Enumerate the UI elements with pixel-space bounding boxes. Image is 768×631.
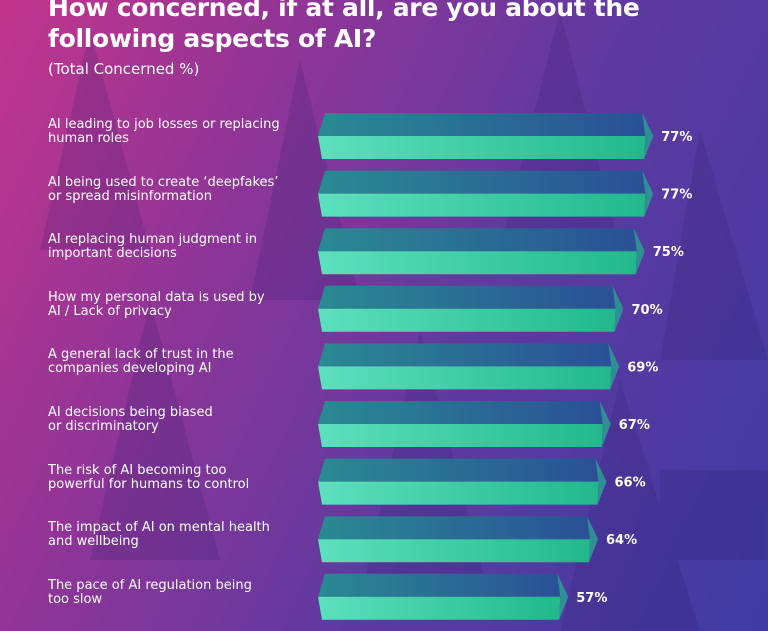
bar (318, 573, 569, 620)
value-label: 77% (661, 130, 692, 145)
value-label: 70% (632, 303, 663, 318)
bar-side-face (557, 573, 569, 620)
bar-front-face (318, 424, 603, 447)
bar-top-face (318, 228, 637, 252)
bar-top-face (318, 516, 590, 540)
bar-top-face (318, 170, 646, 194)
bar (318, 458, 607, 505)
bar-front-face (318, 136, 646, 159)
bar-top-face (318, 113, 646, 136)
category-label: A general lack of trust in the companies … (48, 348, 298, 376)
category-label-line: AI leading to job losses or replacing (48, 117, 280, 132)
value-label: 75% (653, 245, 684, 260)
bar-side-face (595, 458, 607, 505)
bar-side-face (642, 170, 654, 217)
category-label: AI replacing human judgment in important … (48, 233, 298, 261)
value-label: 57% (576, 591, 607, 606)
category-label: How my personal data is used by AI / Lack… (48, 289, 298, 319)
bar (318, 343, 620, 390)
category-label-line: The pace of AI regulation being (48, 577, 252, 593)
value-label: 69% (627, 360, 658, 375)
value-label: 66% (615, 476, 646, 491)
category-label: AI leading to job losses or replacing hum… (48, 118, 298, 146)
category-label-line: The impact of AI on mental health (48, 520, 270, 536)
bar-front-face (318, 193, 646, 217)
chart-title: How concerned, if at all, are you about … (48, 0, 640, 53)
category-label-line: AI being used to create ‘deepfakes’ (48, 174, 279, 190)
bar-side-face (612, 285, 624, 332)
bar-top-face (318, 401, 603, 424)
bar-front-face (318, 539, 590, 563)
category-label: The pace of AI regulation being too slow (48, 577, 298, 607)
bar (318, 113, 654, 159)
bar (318, 170, 654, 217)
bar (318, 401, 611, 447)
category-label-line: powerful for humans to control (48, 476, 250, 492)
bar (318, 228, 645, 275)
value-label: 77% (661, 188, 692, 203)
chart-subtitle: (Total Concerned %) (48, 60, 200, 78)
bar-top-face (318, 285, 616, 309)
bar-top-face (318, 343, 612, 367)
category-label-line: and wellbeing (48, 534, 139, 550)
category-label-line: or discriminatory (48, 419, 159, 434)
bar-front-face (318, 251, 637, 275)
bar-side-face (642, 113, 654, 159)
bar-front-face (318, 596, 561, 620)
category-label: AI being used to create ‘deepfakes’ or sp… (48, 174, 298, 204)
category-label-line: AI / Lack of privacy (48, 303, 172, 319)
category-label-line: too slow (48, 591, 103, 607)
bar-side-face (587, 516, 598, 563)
category-label: AI decisions being biased or discriminato… (48, 406, 298, 434)
bar-front-face (318, 366, 612, 390)
category-label-line: AI replacing human judgment in (48, 232, 257, 248)
category-label-line: companies developing AI (48, 361, 212, 377)
bar-side-face (633, 228, 645, 275)
category-label: The impact of AI on mental health and wel… (48, 521, 298, 549)
bar-side-face (608, 343, 620, 390)
bar-side-face (599, 401, 611, 447)
bar-front-face (318, 481, 599, 505)
category-label-line: A general lack of trust in the (48, 347, 234, 363)
category-label-line: human roles (48, 131, 129, 146)
bar (318, 516, 598, 563)
category-label: The risk of AI becoming too powerful for … (48, 462, 298, 492)
bar-top-face (318, 573, 561, 597)
category-label-line: The risk of AI becoming too (48, 462, 227, 478)
bar-top-face (318, 458, 599, 482)
value-label: 67% (619, 418, 650, 433)
category-label-line: or spread misinformation (48, 188, 212, 204)
category-label-line: important decisions (48, 246, 177, 262)
bar-front-face (318, 308, 616, 332)
value-label: 64% (606, 533, 637, 548)
category-label-line: How my personal data is used by (48, 289, 265, 305)
bar (318, 285, 624, 332)
category-label-line: AI decisions being biased (48, 405, 213, 420)
